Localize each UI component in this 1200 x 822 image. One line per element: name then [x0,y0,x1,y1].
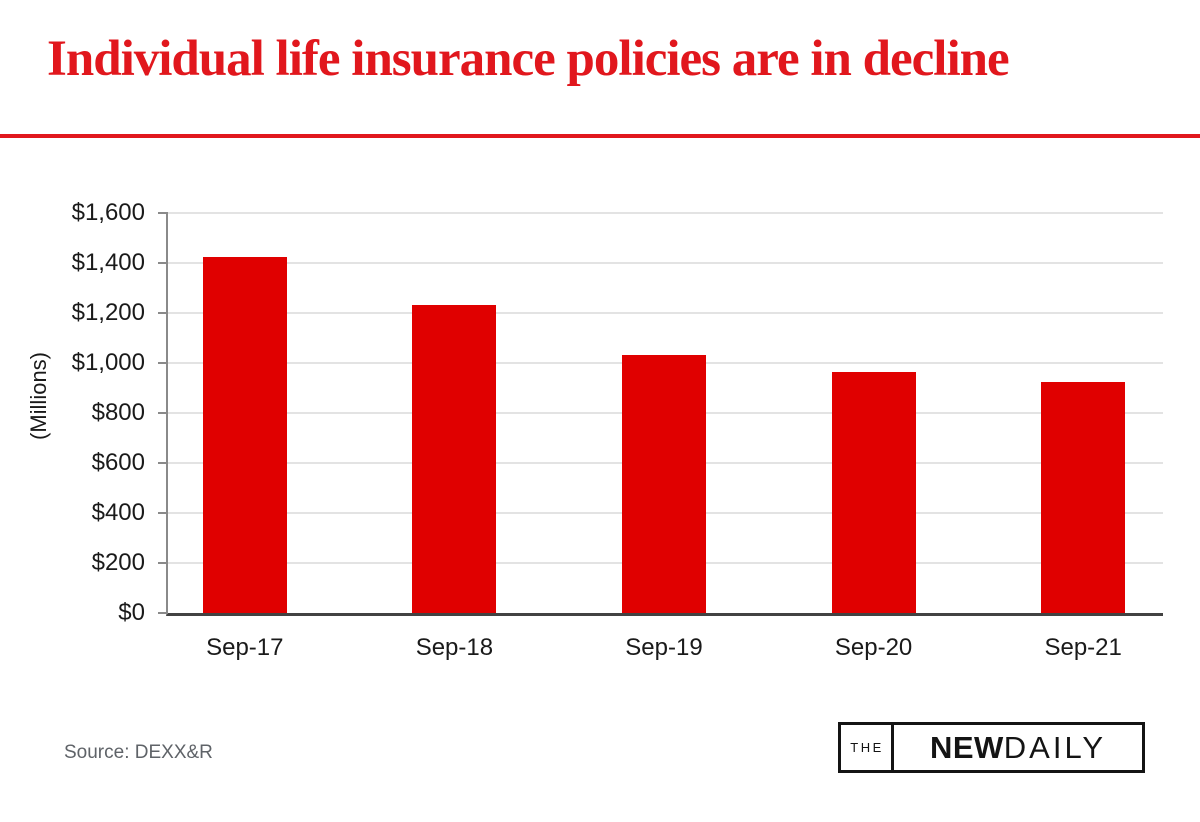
x-axis-labels: Sep-17 Sep-18 Sep-19 Sep-20 Sep-21 [140,634,1188,662]
y-tick-label: $1,000 [71,349,145,376]
bar-slot [978,213,1188,613]
gridline [168,312,1163,314]
x-axis-label: Sep-18 [415,634,494,661]
x-axis-label: Sep-19 [625,634,703,661]
logo-main-box: NEW DAILY [894,725,1142,770]
bar [202,257,287,613]
page-title: Individual life insurance policies are i… [47,31,1010,87]
x-axis-label: Sep-21 [1044,634,1122,661]
bar-slot [140,213,350,613]
bar [831,372,916,613]
y-tick-label: $800 [91,399,145,426]
y-tick-mark [158,412,168,414]
y-tick-label: $1,400 [71,249,145,276]
y-tick-mark [158,612,168,614]
bar-slot [769,213,979,613]
y-tick-mark [158,312,168,314]
y-tick-label: $400 [91,499,145,526]
logo-the-text: THE [850,740,884,755]
gridline [168,262,1163,264]
y-tick-mark [158,262,168,264]
bar [1041,382,1126,613]
source-note: Source: DEXX&R [64,742,213,763]
y-tick-label: $1,200 [71,299,145,326]
y-axis-tick-labels: $0 $200 $400 $600 $800 $1,000 $1,200 $1,400 $1,6… [0,200,156,626]
y-tick-label: $0 [118,599,145,626]
bar [621,355,706,613]
logo-new-text: NEW [929,729,1004,765]
x-axis-label: Sep-17 [206,634,284,661]
logo-the-box: THE [841,725,894,770]
y-tick-mark [158,562,168,564]
bar-slot [559,213,769,613]
bar-series [140,213,1188,613]
title-divider-rule [0,134,1200,138]
newdaily-logo: THE NEW DAILY [838,722,1145,773]
y-tick-mark [158,362,168,364]
y-tick-label: $200 [91,549,145,576]
y-tick-mark [158,212,168,214]
bar [412,305,497,613]
gridline [168,212,1163,214]
x-axis-label: Sep-20 [834,634,913,661]
y-tick-mark [158,512,168,514]
y-tick-label: $600 [91,449,145,476]
y-tick-mark [158,462,168,464]
bar-slot [350,213,560,613]
logo-daily-text: DAILY [1003,729,1107,765]
y-tick-label: $1,600 [71,199,145,226]
